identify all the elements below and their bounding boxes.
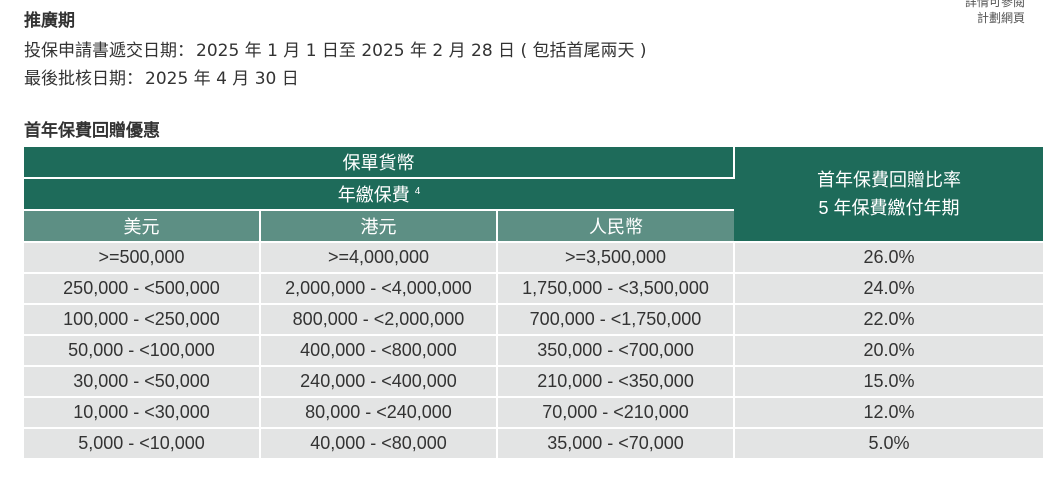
annual-premium-footnote: 4 xyxy=(414,186,421,197)
currency-header-hkd: 港元 xyxy=(260,210,498,243)
application-date-line: 投保申請書遞交日期： 2025 年 1 月 1 日至 2025 年 2 月 28 … xyxy=(24,36,647,61)
rebate-rate-cell: 15.0% xyxy=(734,366,1044,398)
hkd-premium-cell: 240,000 - <400,000 xyxy=(260,366,498,398)
currency-header-rmb: 人民幣 xyxy=(497,210,735,243)
usd-premium-cell: 10,000 - <30,000 xyxy=(24,397,261,429)
rebate-table: 保單貨幣 首年保費回贈比率 5 年保費繳付年期 年繳保費 4 美元 港元 人民幣 xyxy=(24,147,1044,460)
policy-currency-header: 保單貨幣 xyxy=(24,147,736,179)
table-row: 5,000 - <10,000 40,000 - <80,000 35,000 … xyxy=(24,428,1044,460)
usd-premium-cell: 250,000 - <500,000 xyxy=(24,273,261,305)
rebate-rate-header-line1: 首年保費回贈比率 xyxy=(817,170,962,190)
rebate-rate-header-line2: 5 年保費繳付年期 xyxy=(818,198,960,218)
annual-premium-label: 年繳保費 xyxy=(337,185,410,205)
rmb-premium-cell: 700,000 - <1,750,000 xyxy=(497,304,736,336)
plan-webpage-link-line1[interactable]: 詳情可參閱 xyxy=(964,0,1025,9)
hkd-premium-cell: 400,000 - <800,000 xyxy=(260,335,498,367)
table-row: 30,000 - <50,000 240,000 - <400,000 210,… xyxy=(24,366,1044,398)
rebate-rate-cell: 22.0% xyxy=(734,304,1044,336)
rmb-premium-cell: 1,750,000 - <3,500,000 xyxy=(497,273,736,305)
currency-header-usd: 美元 xyxy=(24,210,261,243)
hkd-premium-cell: >=4,000,000 xyxy=(260,242,498,274)
rebate-rate-header: 首年保費回贈比率 5 年保費繳付年期 xyxy=(734,147,1044,243)
hkd-premium-cell: 80,000 - <240,000 xyxy=(260,397,498,429)
rebate-section-title: 首年保費回贈優惠 xyxy=(24,121,160,141)
rebate-rate-cell: 26.0% xyxy=(734,242,1044,274)
rmb-premium-cell: 210,000 - <350,000 xyxy=(497,366,736,398)
rebate-rate-cell: 24.0% xyxy=(734,273,1044,305)
hkd-premium-cell: 800,000 - <2,000,000 xyxy=(260,304,498,336)
rmb-premium-cell: 70,000 - <210,000 xyxy=(497,397,736,429)
usd-premium-cell: >=500,000 xyxy=(24,242,261,274)
plan-webpage-link-line2[interactable]: 計劃網頁 xyxy=(976,11,1025,25)
rmb-premium-cell: >=3,500,000 xyxy=(497,242,736,274)
hkd-premium-cell: 2,000,000 - <4,000,000 xyxy=(260,273,498,305)
usd-premium-cell: 5,000 - <10,000 xyxy=(24,428,261,460)
usd-premium-cell: 30,000 - <50,000 xyxy=(24,366,261,398)
usd-premium-cell: 50,000 - <100,000 xyxy=(24,335,261,367)
rmb-premium-cell: 35,000 - <70,000 xyxy=(497,428,736,460)
usd-premium-cell: 100,000 - <250,000 xyxy=(24,304,261,336)
table-row: 50,000 - <100,000 400,000 - <800,000 350… xyxy=(24,335,1044,367)
annual-premium-header: 年繳保費 4 xyxy=(24,178,735,211)
table-row: 100,000 - <250,000 800,000 - <2,000,000 … xyxy=(24,304,1044,336)
approval-date-label: 最後批核日期： xyxy=(24,69,143,89)
rebate-rate-cell: 12.0% xyxy=(734,397,1044,429)
rebate-rate-cell: 20.0% xyxy=(734,335,1044,367)
table-row: >=500,000 >=4,000,000 >=3,500,000 26.0% xyxy=(24,242,1044,274)
approval-date-value: 2025 年 4 月 30 日 xyxy=(145,69,299,89)
application-date-label: 投保申請書遞交日期： xyxy=(24,41,194,61)
promo-period-title: 推廣期 xyxy=(24,11,75,31)
plan-webpage-link[interactable]: 詳情可參閱 計劃網頁 xyxy=(965,0,1025,26)
approval-date-line: 最後批核日期： 2025 年 4 月 30 日 xyxy=(24,64,299,89)
hkd-premium-cell: 40,000 - <80,000 xyxy=(260,428,498,460)
table-row: 250,000 - <500,000 2,000,000 - <4,000,00… xyxy=(24,273,1044,305)
rmb-premium-cell: 350,000 - <700,000 xyxy=(497,335,736,367)
rebate-rate-cell: 5.0% xyxy=(734,428,1044,460)
table-row: 10,000 - <30,000 80,000 - <240,000 70,00… xyxy=(24,397,1044,429)
application-date-value: 2025 年 1 月 1 日至 2025 年 2 月 28 日 ( 包括首尾兩天… xyxy=(196,41,647,61)
